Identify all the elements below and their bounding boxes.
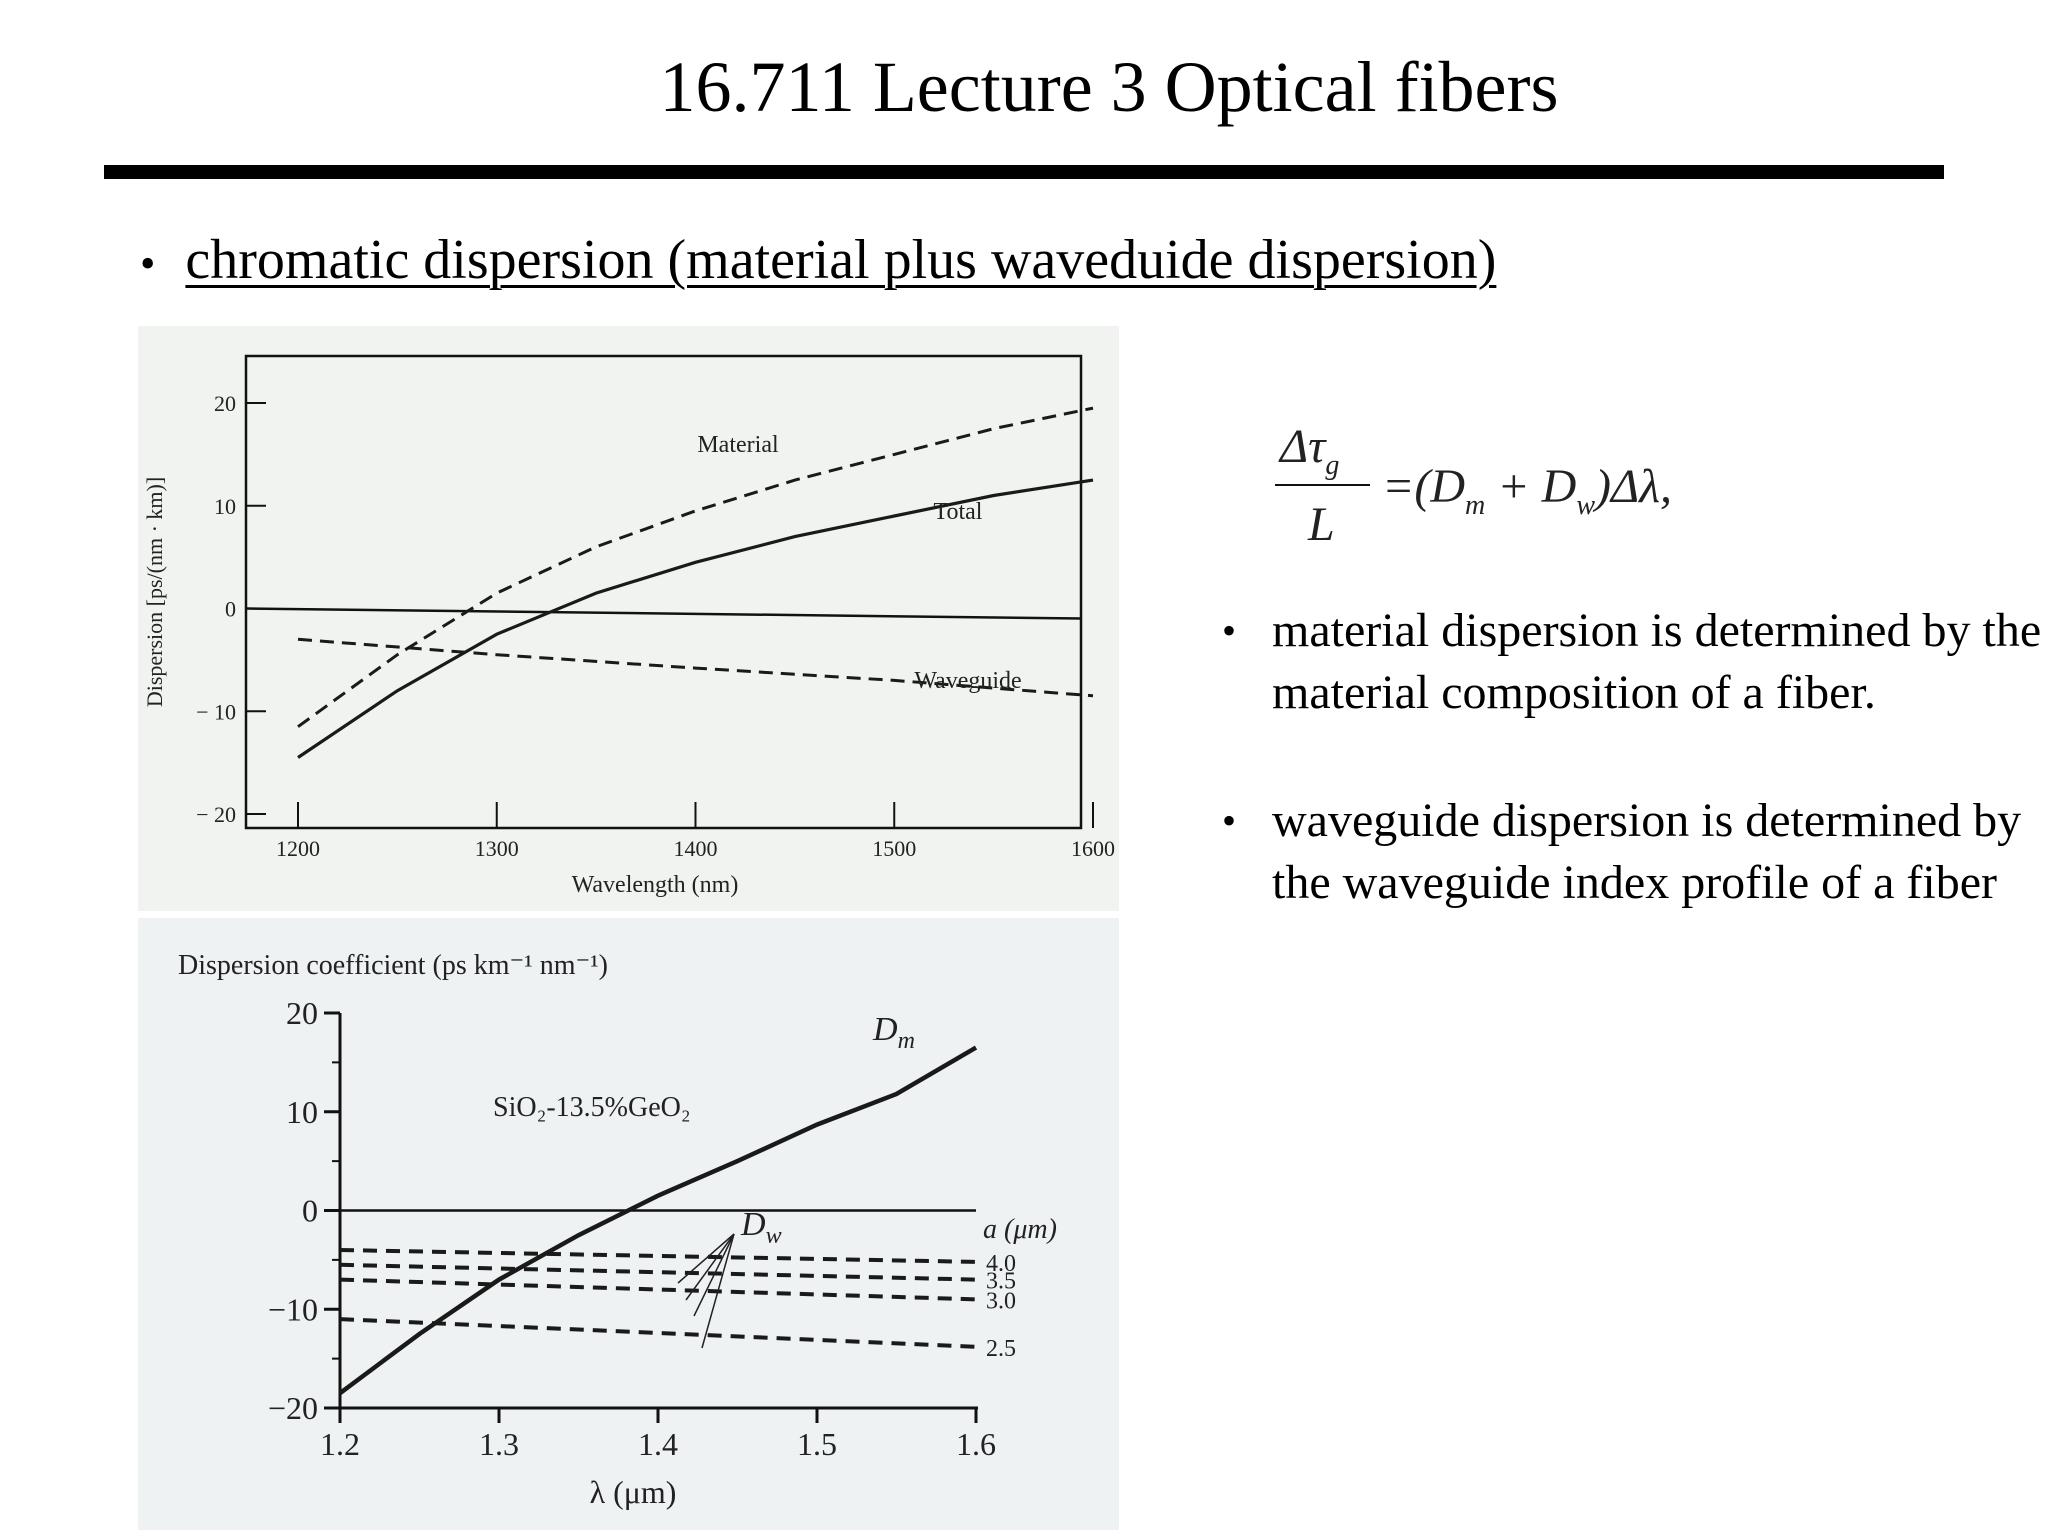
y-tick-label: 20 [214, 391, 236, 416]
legend-entry-a-3.5: 3.5 [986, 1269, 1016, 1295]
series-line-waveguide [297, 637, 1094, 698]
y-tick-label: 10 [286, 1094, 318, 1130]
legend-title: a (μm) [983, 1214, 1057, 1245]
dispersion-wavelength-chart: 20 10 0 − 10 − 20 1200 1300 1400 1500 1600 Dispe… [138, 326, 1119, 911]
chart2-title: Dispersion coefficient (ps km⁻¹ nm⁻¹) [178, 950, 608, 981]
x-tick-label: 1.2 [320, 1426, 360, 1462]
y-axis-label: Dispersion [ps/(nm · km)] [142, 477, 167, 707]
zero-line [245, 607, 1082, 620]
legend-entry-a-3.0: 3.0 [986, 1288, 1016, 1314]
dispersion-chart-svg: 20 10 0 − 10 − 20 1200 1300 1400 1500 1600 Dispe… [142, 354, 1115, 898]
slide-title: 16.711 Lecture 3 Optical fibers [659, 47, 1559, 127]
legend-entry-a-2.5: 2.5 [986, 1336, 1016, 1362]
x-tick-label: 1500 [872, 836, 916, 861]
y-tick-label: 0 [302, 1193, 318, 1229]
x-tick-label: 1200 [276, 836, 320, 861]
series-label-total: Total [934, 499, 983, 525]
waveguide-line-a-4.0 [339, 1248, 977, 1264]
series-label-dw: Dw [740, 1206, 782, 1249]
waveguide-line-a-3.5 [339, 1262, 977, 1282]
x-tick-label: 1.3 [479, 1426, 519, 1462]
x-axis-label: λ (μm) [590, 1474, 677, 1510]
y-tick-label: − 10 [196, 699, 236, 724]
bullet-dot-icon: • [1222, 608, 1237, 653]
series-label-dm: Dm [872, 1011, 915, 1054]
main-bullet: • chromatic dispersion (material plus wav… [140, 228, 1496, 292]
x-tick-label: 1600 [1071, 836, 1115, 861]
y-tick-label: − 20 [196, 802, 236, 827]
y-tick-label: −10 [268, 1291, 318, 1327]
series-line-material [297, 406, 1094, 728]
legend-entry-a-4.0: 4.0 [986, 1251, 1016, 1277]
waveguide-line-a-2.5 [339, 1317, 977, 1349]
dw-pointer-arrows [677, 1233, 735, 1349]
y-tick-label: 10 [214, 494, 236, 519]
bullet-dot-icon: • [140, 239, 156, 288]
equation-denominator: L [1307, 498, 1335, 551]
main-bullet-text: chromatic dispersion (material plus wave… [185, 229, 1497, 291]
equation-rhs: =(Dm + Dw)Δλ, [1382, 460, 1672, 521]
side-bullet-waveguide: • waveguide dispersion is determined by … [1222, 790, 2042, 914]
waveguide-line-a-3.0 [339, 1277, 977, 1302]
y-tick-label: 0 [225, 597, 236, 622]
composition-annotation: SiO₂-13.5%GeO₂ [493, 1092, 691, 1123]
equation-numerator: Δτg [1278, 420, 1339, 481]
series-line-dm [338, 1045, 978, 1396]
x-axis-label: Wavelength (nm) [572, 872, 739, 898]
x-tick-label: 1.4 [638, 1426, 678, 1462]
y-tick-label: −20 [268, 1390, 318, 1426]
y-tick-label: 20 [286, 995, 318, 1031]
side-bullet-material: • material dispersion is determined by t… [1222, 600, 2042, 724]
x-tick-label: 1400 [674, 836, 718, 861]
series-line-total [297, 478, 1094, 759]
plot-frame [244, 354, 1083, 830]
title-divider [104, 165, 1944, 179]
x-tick-label: 1.6 [956, 1426, 996, 1462]
dispersion-coefficient-chart: Dispersion coefficient (ps km⁻¹ nm⁻¹) 20… [138, 918, 1119, 1530]
dispersion-equation: Δτg L =(Dm + Dw)Δλ, [1270, 410, 1770, 560]
series-label-waveguide: Waveguide [914, 668, 1021, 694]
dispersion-coefficient-svg: Dispersion coefficient (ps km⁻¹ nm⁻¹) 20… [178, 950, 1057, 1510]
series-label-material: Material [697, 432, 779, 458]
x-tick-label: 1.5 [797, 1426, 837, 1462]
x-tick-label: 1300 [475, 836, 519, 861]
bullet-dot-icon: • [1222, 798, 1237, 843]
